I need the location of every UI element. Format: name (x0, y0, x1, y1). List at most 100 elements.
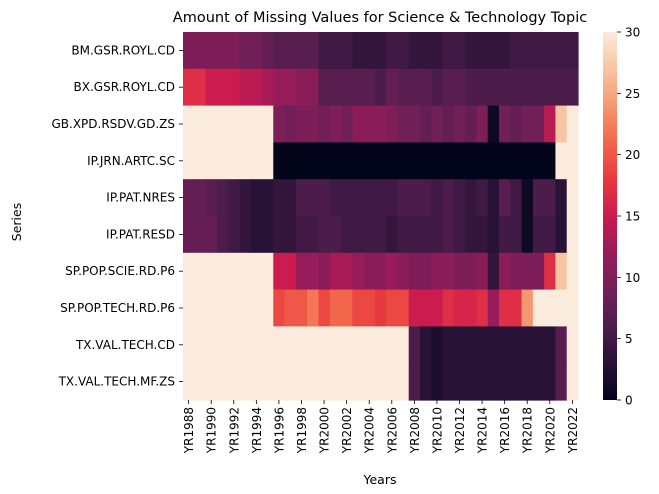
heatmap-cell (374, 289, 387, 327)
x-tick-label: YR2000 (318, 407, 332, 454)
heatmap-cell (420, 252, 432, 291)
heatmap-cell (284, 32, 297, 70)
heatmap-cell (205, 105, 218, 143)
heatmap-cell (499, 142, 511, 180)
heatmap-cell (205, 179, 218, 217)
heatmap-cell (284, 216, 297, 254)
heatmap-cell (307, 252, 320, 291)
heatmap-cell (510, 289, 523, 327)
heatmap-cell (476, 68, 489, 107)
heatmap-cell (239, 216, 252, 254)
heatmap-cell (329, 289, 342, 327)
x-tick-label: YR2016 (498, 407, 512, 454)
heatmap-cell (341, 68, 353, 107)
heatmap-cell (420, 216, 432, 254)
colorbar-tick-label: 5 (625, 332, 633, 346)
heatmap-cell (307, 32, 320, 70)
heatmap-cell (262, 105, 274, 143)
heatmap-cell (352, 32, 365, 70)
x-tick-label: YR2008 (408, 407, 422, 454)
heatmap-cell (397, 105, 410, 143)
heatmap-cell (453, 289, 466, 327)
heatmap-cell (442, 32, 455, 70)
heatmap-cell (352, 142, 365, 180)
heatmap-cell (183, 32, 195, 70)
heatmap-cell (499, 179, 511, 217)
heatmap-cell (555, 179, 568, 217)
heatmap-cell (363, 105, 376, 143)
x-tick-labels: YR1988 YR1990 YR1992 YR1994 YR1996 YR1998 YR20… (182, 400, 580, 454)
heatmap-cell (329, 105, 342, 143)
heatmap-cell (228, 142, 241, 180)
heatmap-cell (386, 105, 399, 143)
heatmap-cell (431, 32, 444, 70)
heatmap-cell (431, 289, 444, 327)
heatmap-cell (555, 289, 568, 327)
heatmap-cell (295, 68, 308, 107)
heatmap-cell (216, 105, 229, 143)
heatmap-cell (431, 326, 444, 364)
heatmap-cell (273, 216, 286, 254)
heatmap-cell (521, 363, 534, 401)
heatmap-cell (295, 252, 308, 291)
y-tick-label: GB.XPD.RSDV.GD.ZS (51, 117, 175, 131)
heatmap-cell (273, 68, 286, 107)
heatmap-cell (476, 142, 489, 180)
heatmap-cell (284, 142, 297, 180)
heatmap-cell (420, 142, 432, 180)
heatmap-cell (566, 216, 579, 254)
heatmap-cell (239, 289, 252, 327)
heatmap-cell (295, 363, 308, 401)
heatmap-cell (250, 252, 263, 291)
heatmap-cell (487, 216, 500, 254)
heatmap-cell (487, 252, 500, 291)
heatmap-cell (307, 179, 320, 217)
heatmap-cell (555, 105, 568, 143)
heatmap-cell (250, 363, 263, 401)
heatmap-cell (228, 68, 241, 107)
heatmap-cell (510, 179, 523, 217)
heatmap-cell (566, 363, 579, 401)
x-tick-label: YR2012 (453, 407, 467, 454)
heatmap-cell (284, 363, 297, 401)
heatmap-cell (408, 252, 421, 291)
heatmap-cell (363, 142, 376, 180)
heatmap-cell (318, 68, 331, 107)
heatmap-cell (352, 326, 365, 364)
heatmap-cell (465, 216, 478, 254)
x-tick-label: YR2020 (543, 407, 557, 454)
heatmap-cell (442, 142, 455, 180)
heatmap-cell (408, 179, 421, 217)
heatmap-cell (386, 252, 399, 291)
heatmap-cell (442, 252, 455, 291)
x-tick-label: YR1990 (205, 407, 219, 454)
heatmap-cell (566, 179, 579, 217)
heatmap-cell (341, 105, 353, 143)
heatmap-cell (465, 105, 478, 143)
heatmap-cell (487, 32, 500, 70)
heatmap-cell (363, 252, 376, 291)
heatmap-cell (487, 142, 500, 180)
heatmap-cell (216, 252, 229, 291)
heatmap-cell (532, 68, 545, 107)
heatmap-cell (453, 105, 466, 143)
heatmap-cell (431, 68, 444, 107)
heatmap-cell (453, 179, 466, 217)
heatmap-cell (183, 68, 195, 107)
x-tick-label: YR1996 (272, 407, 286, 454)
heatmap-cell (510, 216, 523, 254)
heatmap-cell (431, 363, 444, 401)
heatmap-cell (521, 326, 534, 364)
heatmap-cell (363, 216, 376, 254)
heatmap-cell (194, 142, 207, 180)
heatmap-cell (216, 326, 229, 364)
heatmap-cell (239, 142, 252, 180)
heatmap-cell (194, 105, 207, 143)
heatmap-cell (487, 363, 500, 401)
heatmap-cell (183, 289, 195, 327)
heatmap-cell (205, 216, 218, 254)
heatmap-cell (228, 105, 241, 143)
heatmap-cell (363, 326, 376, 364)
heatmap-cell (183, 326, 195, 364)
heatmap-cell (476, 32, 489, 70)
